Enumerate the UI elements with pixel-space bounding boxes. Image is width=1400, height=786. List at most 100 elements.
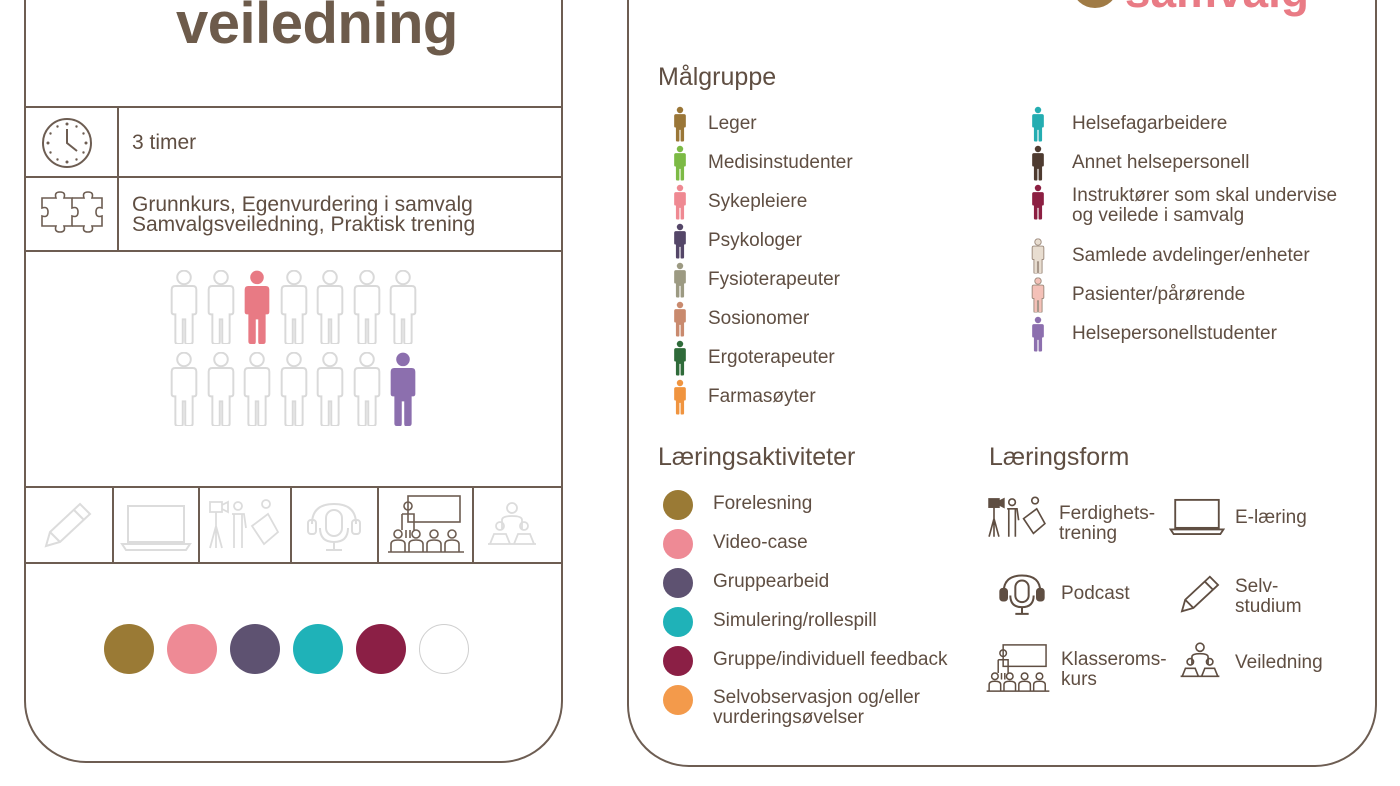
form-label-elaering: E-læring: [1235, 507, 1307, 528]
classroom-icon: [388, 495, 464, 553]
divider: [290, 486, 292, 564]
activity-label: Forelesning: [713, 493, 813, 514]
person-figure: [242, 352, 272, 431]
divider: [472, 486, 474, 564]
target-group-person-icon: [1031, 145, 1045, 186]
person-figure: [169, 352, 199, 431]
person-figure: [206, 270, 236, 349]
target-group-label: Helsefagarbeidere: [1072, 113, 1228, 134]
target-group-person-icon: [673, 262, 687, 303]
target-group-person-icon: [1031, 277, 1045, 318]
person-figure: [279, 270, 309, 349]
target-group-person-icon: [673, 340, 687, 381]
form-label-ferdighet-2: trening: [1059, 523, 1118, 544]
pencil-icon: [44, 502, 92, 548]
activity-dot: [230, 624, 280, 674]
form-label-veiledning: Veiledning: [1235, 652, 1323, 673]
target-group-person-icon: [673, 379, 687, 420]
divider: [26, 562, 561, 564]
activity-color-circle: [663, 529, 693, 559]
logo-text: samvalg: [1125, 0, 1309, 18]
activity-label: Gruppearbeid: [713, 571, 830, 592]
person-figure: [352, 270, 382, 349]
divider: [26, 106, 561, 108]
target-group-label: Medisinstudenter: [708, 152, 853, 173]
course-card: veiledning 3 timer Grunnkurs, Egenvurder…: [24, 0, 563, 763]
person-figure: [388, 270, 418, 349]
activity-dot: [356, 624, 406, 674]
target-group-label: Samlede avdelinger/enheter: [1072, 245, 1310, 266]
puzzle-icon: [41, 191, 103, 233]
target-group-label: Instruktører som skal undervise: [1072, 185, 1338, 206]
divider: [26, 486, 561, 488]
divider: [26, 250, 561, 252]
prerequisites-line2: Samvalgsveiledning, Praktisk trening: [132, 213, 476, 236]
target-group-person-icon: [1031, 316, 1045, 357]
activity-dot: [293, 624, 343, 674]
target-group-person-icon: [673, 106, 687, 147]
form-label-selv-2: studium: [1235, 596, 1302, 617]
malgruppe-title: Målgruppe: [658, 63, 777, 91]
activity-color-circle: [663, 568, 693, 598]
target-group-person-icon: [1031, 238, 1045, 279]
person-figure: [352, 352, 382, 431]
activity-color-circle: [663, 685, 693, 715]
form-label-klasserom-2: kurs: [1061, 669, 1097, 690]
form-label-ferdighet-1: Ferdighets-: [1059, 503, 1156, 524]
laptop-icon: [1169, 498, 1225, 536]
logo-mark: [1073, 0, 1117, 8]
person-figure: [169, 270, 199, 349]
camera-training-icon: [988, 496, 1046, 537]
legend-card: samvalg Målgruppe Leger Medisinstudenter S…: [627, 0, 1377, 767]
laptop-icon: [120, 505, 192, 551]
activity-dot: [167, 624, 217, 674]
target-group-label: Sykepleiere: [708, 191, 808, 212]
divider: [117, 106, 119, 252]
target-group-label: Annet helsepersonell: [1072, 152, 1250, 173]
clock-icon: [42, 118, 92, 168]
target-group-label: Sosionomer: [708, 308, 810, 329]
person-figure-highlighted: [242, 270, 272, 349]
target-group-label: og veilede i samvalg: [1072, 205, 1245, 226]
target-group-label: Ergoterapeuter: [708, 347, 835, 368]
target-group-person-icon: [673, 301, 687, 342]
activity-label: vurderingsøvelser: [713, 707, 864, 728]
activity-label: Selvobservasjon og/eller: [713, 687, 921, 708]
target-group-person-icon: [1031, 184, 1045, 225]
activity-color-circle: [663, 646, 693, 676]
target-group-person-icon: [673, 184, 687, 225]
form-label-klasserom-1: Klasseroms-: [1061, 649, 1167, 670]
laeringsform-title: Læringsform: [989, 443, 1130, 471]
person-figure: [315, 270, 345, 349]
camera-training-icon: [209, 499, 280, 549]
prerequisites-line1: Grunnkurs, Egenvurdering i samvalg: [132, 193, 473, 216]
person-figure-highlighted: [388, 352, 418, 431]
mentoring-icon: [488, 502, 536, 545]
target-group-person-icon: [1031, 106, 1045, 147]
target-group-label: Farmasøyter: [708, 386, 816, 407]
person-figure: [279, 352, 309, 431]
activity-dot: [419, 624, 469, 674]
podcast-icon: [307, 502, 361, 551]
mentoring-icon: [1180, 642, 1220, 678]
form-label-podcast: Podcast: [1061, 583, 1130, 604]
target-group-label: Helsepersonellstudenter: [1072, 323, 1277, 344]
target-group-person-icon: [673, 223, 687, 264]
divider: [112, 486, 114, 564]
target-group-label: Leger: [708, 113, 757, 134]
target-group-label: Fysioterapeuter: [708, 269, 841, 290]
activity-color-circle: [663, 607, 693, 637]
course-title: veiledning: [176, 0, 458, 56]
classroom-icon: [986, 644, 1050, 692]
target-group-label: Pasienter/pårørende: [1072, 284, 1246, 305]
person-figure: [315, 352, 345, 431]
person-figure: [206, 352, 236, 431]
activity-label: Video-case: [713, 532, 808, 553]
divider: [198, 486, 200, 564]
activity-label: Simulering/rollespill: [713, 610, 877, 631]
activity-dot: [104, 624, 154, 674]
target-group-person-icon: [673, 145, 687, 186]
activity-label: Gruppe/individuell feedback: [713, 649, 948, 670]
divider: [377, 486, 379, 564]
laeringsaktiviteter-title: Læringsaktiviteter: [658, 443, 856, 471]
